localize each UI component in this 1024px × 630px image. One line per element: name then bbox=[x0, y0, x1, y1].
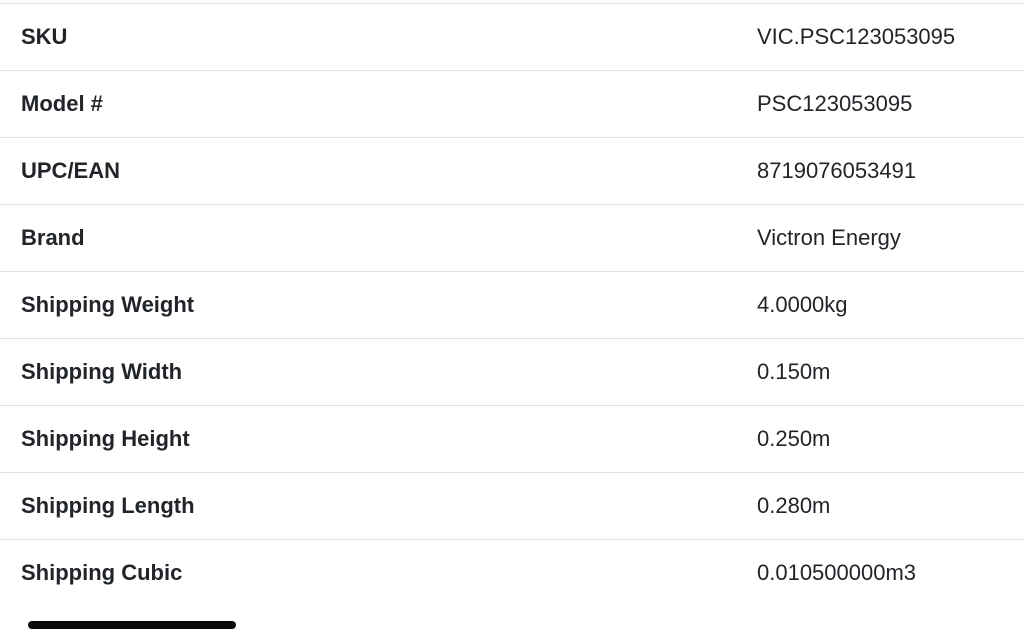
spec-table: SKU VIC.PSC123053095 Model # PSC12305309… bbox=[0, 3, 1024, 606]
table-row: SKU VIC.PSC123053095 bbox=[0, 3, 1024, 71]
spec-value: 4.0000kg bbox=[757, 292, 848, 317]
table-row: UPC/EAN 8719076053491 bbox=[0, 137, 1024, 205]
horizontal-scrollbar-thumb[interactable] bbox=[28, 621, 236, 629]
table-row: Shipping Weight 4.0000kg bbox=[0, 271, 1024, 339]
spec-label: Brand bbox=[21, 225, 85, 250]
table-row: Shipping Width 0.150m bbox=[0, 338, 1024, 406]
spec-value: Victron Energy bbox=[757, 225, 901, 250]
spec-label: UPC/EAN bbox=[21, 158, 121, 183]
spec-label: Shipping Cubic bbox=[21, 560, 183, 585]
spec-value: 0.250m bbox=[757, 426, 831, 451]
spec-label: Shipping Length bbox=[21, 493, 195, 518]
spec-label: Shipping Width bbox=[21, 359, 183, 384]
spec-value: 0.280m bbox=[757, 493, 831, 518]
spec-label: SKU bbox=[21, 24, 68, 49]
spec-value: PSC123053095 bbox=[757, 91, 913, 116]
table-row: Shipping Length 0.280m bbox=[0, 472, 1024, 540]
table-row: Shipping Cubic 0.010500000m3 bbox=[0, 539, 1024, 607]
spec-label: Shipping Height bbox=[21, 426, 190, 451]
spec-label: Model # bbox=[21, 91, 103, 116]
spec-value: 8719076053491 bbox=[757, 158, 917, 183]
spec-value: 0.010500000m3 bbox=[757, 560, 917, 585]
product-spec-table: SKU VIC.PSC123053095 Model # PSC12305309… bbox=[0, 3, 1024, 606]
spec-label: Shipping Weight bbox=[21, 292, 195, 317]
table-row: Brand Victron Energy bbox=[0, 204, 1024, 272]
table-row: Shipping Height 0.250m bbox=[0, 405, 1024, 473]
table-row: Model # PSC123053095 bbox=[0, 70, 1024, 138]
spec-value: VIC.PSC123053095 bbox=[757, 24, 956, 49]
spec-value: 0.150m bbox=[757, 359, 831, 384]
